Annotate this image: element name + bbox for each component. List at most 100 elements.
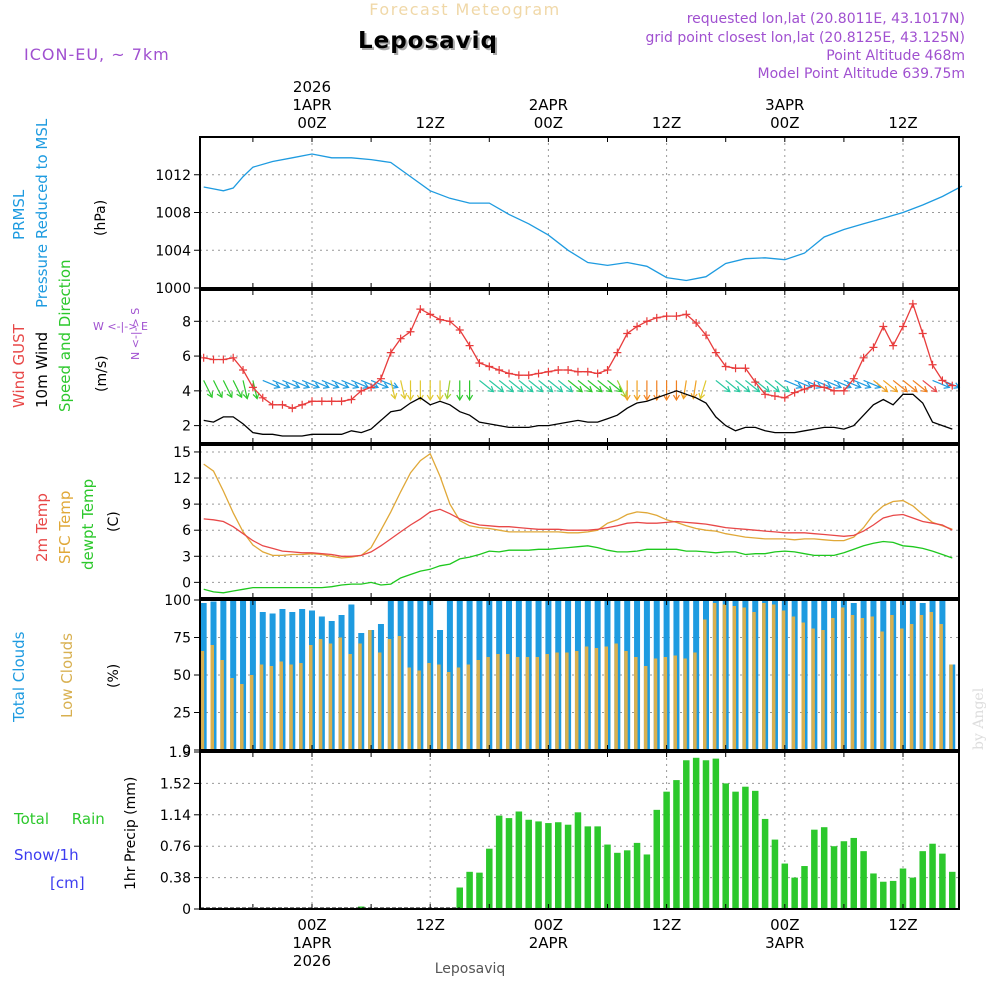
wind-arrow-shaft: [814, 379, 832, 388]
gust-marker: [288, 404, 297, 413]
low-cloud-bar: [368, 630, 372, 750]
wind-arrow-head: [723, 385, 731, 393]
gust-marker: [485, 362, 494, 371]
wind-direction-arrow: [663, 380, 671, 402]
wind-direction-arrow: [823, 379, 843, 389]
wind-arrow-head: [881, 385, 889, 393]
wind-arrow-shaft: [341, 379, 359, 388]
gust-marker: [317, 397, 326, 406]
low-cloud-bar: [496, 654, 500, 750]
low-cloud-bar: [742, 607, 746, 750]
gust-marker: [327, 397, 336, 406]
wind-arrow-head: [497, 385, 505, 393]
wind-arrow-shaft: [745, 379, 760, 393]
y-tick-label: 15: [173, 445, 191, 461]
y-tick-label: 0: [182, 575, 191, 591]
low-cloud-bar: [574, 651, 579, 750]
wind-direction-arrow: [518, 379, 534, 393]
panel-background: [200, 290, 959, 443]
low-cloud-bar: [634, 657, 638, 750]
low-cloud-bar: [693, 652, 697, 750]
gust-marker: [721, 362, 730, 371]
temperature-panel: 0 3 6 9 12 15: [173, 444, 960, 599]
rain-bar: [899, 868, 907, 909]
low-cloud-bar: [712, 603, 717, 750]
wind-direction-arrow: [912, 379, 928, 393]
gust-marker: [918, 329, 927, 338]
wind-direction-arrow: [764, 379, 781, 393]
wind-arrow-shaft: [597, 379, 613, 393]
wind-speed-line: [203, 390, 953, 437]
wind-direction-arrow: [577, 379, 593, 393]
wind-arrow-head: [416, 394, 424, 402]
wind-arrow-shaft: [774, 379, 790, 393]
gust-marker: [839, 386, 848, 395]
wind-direction-arrow: [370, 379, 389, 389]
wind-arrow-head: [783, 385, 790, 393]
wind-arrow-shaft: [557, 379, 573, 393]
gust-marker: [337, 397, 346, 406]
panel-frame: [199, 444, 960, 599]
low-cloud-bar: [249, 675, 254, 750]
y-tick-label: 8: [182, 314, 191, 330]
y-tick-label: 3: [182, 549, 191, 565]
low-cloud-bar: [791, 616, 796, 750]
wind-direction-arrow: [222, 380, 233, 399]
rain-bar: [830, 846, 838, 909]
rain-bar: [505, 818, 513, 909]
wind-label-gust: Wind GUST: [10, 323, 28, 408]
gust-marker: [770, 392, 779, 401]
wind-direction-arrow: [557, 379, 574, 393]
precip-unit: 1hr Precip (mm): [123, 777, 139, 890]
top-time-label: 2APR: [529, 96, 568, 114]
wind-arrow-head: [891, 385, 899, 393]
low-cloud-bar: [220, 660, 224, 750]
wind-arrow-head: [342, 382, 350, 389]
wind-direction-arrow: [623, 380, 631, 402]
wind-arrow-shaft: [301, 379, 320, 388]
wind-direction-arrow: [698, 380, 707, 400]
wind-arrow-shaft: [823, 379, 842, 388]
rain-bar: [722, 783, 729, 909]
y-tick-label: 1008: [155, 206, 191, 222]
wind-direction-arrow: [735, 379, 751, 393]
rain-bar: [683, 760, 690, 909]
low-cloud-bar: [397, 636, 402, 750]
wind-arrow-shaft: [735, 379, 750, 393]
rain-bar: [870, 873, 877, 909]
y-tick-label: 4: [182, 384, 191, 400]
wind-direction-arrow: [400, 380, 408, 400]
low-cloud-bar: [614, 643, 618, 750]
wind-arrow-head: [466, 394, 474, 402]
wind-direction-arrow: [882, 379, 899, 393]
low-cloud-bar: [929, 612, 934, 750]
wind-arrow-head: [426, 394, 434, 402]
wind-arrow-shaft: [922, 379, 938, 393]
wind-panel: 2 4 6 8: [182, 289, 961, 444]
gust-marker: [672, 312, 681, 321]
rain-bar: [564, 824, 572, 909]
wind-arrow-head: [930, 385, 938, 393]
low-cloud-bar: [909, 624, 914, 750]
wind-arrow-head: [332, 382, 340, 389]
gust-marker: [436, 315, 445, 324]
wind-arrow-head: [920, 385, 928, 393]
footer-location: Leposaviq: [435, 961, 506, 977]
low-cloud-bar: [821, 630, 825, 750]
gust-marker: [564, 365, 573, 374]
wind-arrow-shaft: [764, 379, 780, 393]
temp-label-dew: dewpt Temp: [79, 479, 97, 570]
wind-arrow-head: [487, 385, 495, 393]
wind-direction-arrow: [242, 380, 250, 400]
cloud-unit: (%): [106, 664, 122, 688]
low-cloud-bar: [919, 615, 924, 750]
y-tick-label: 1000: [155, 281, 191, 297]
low-cloud-bar: [407, 667, 411, 750]
wind-arrow-head: [303, 382, 311, 389]
wind-direction-arrow: [853, 379, 872, 389]
rain-bar: [486, 848, 493, 909]
wind-arrow-shaft: [843, 379, 861, 388]
rain-bar: [525, 819, 532, 909]
gust-marker: [642, 317, 651, 326]
